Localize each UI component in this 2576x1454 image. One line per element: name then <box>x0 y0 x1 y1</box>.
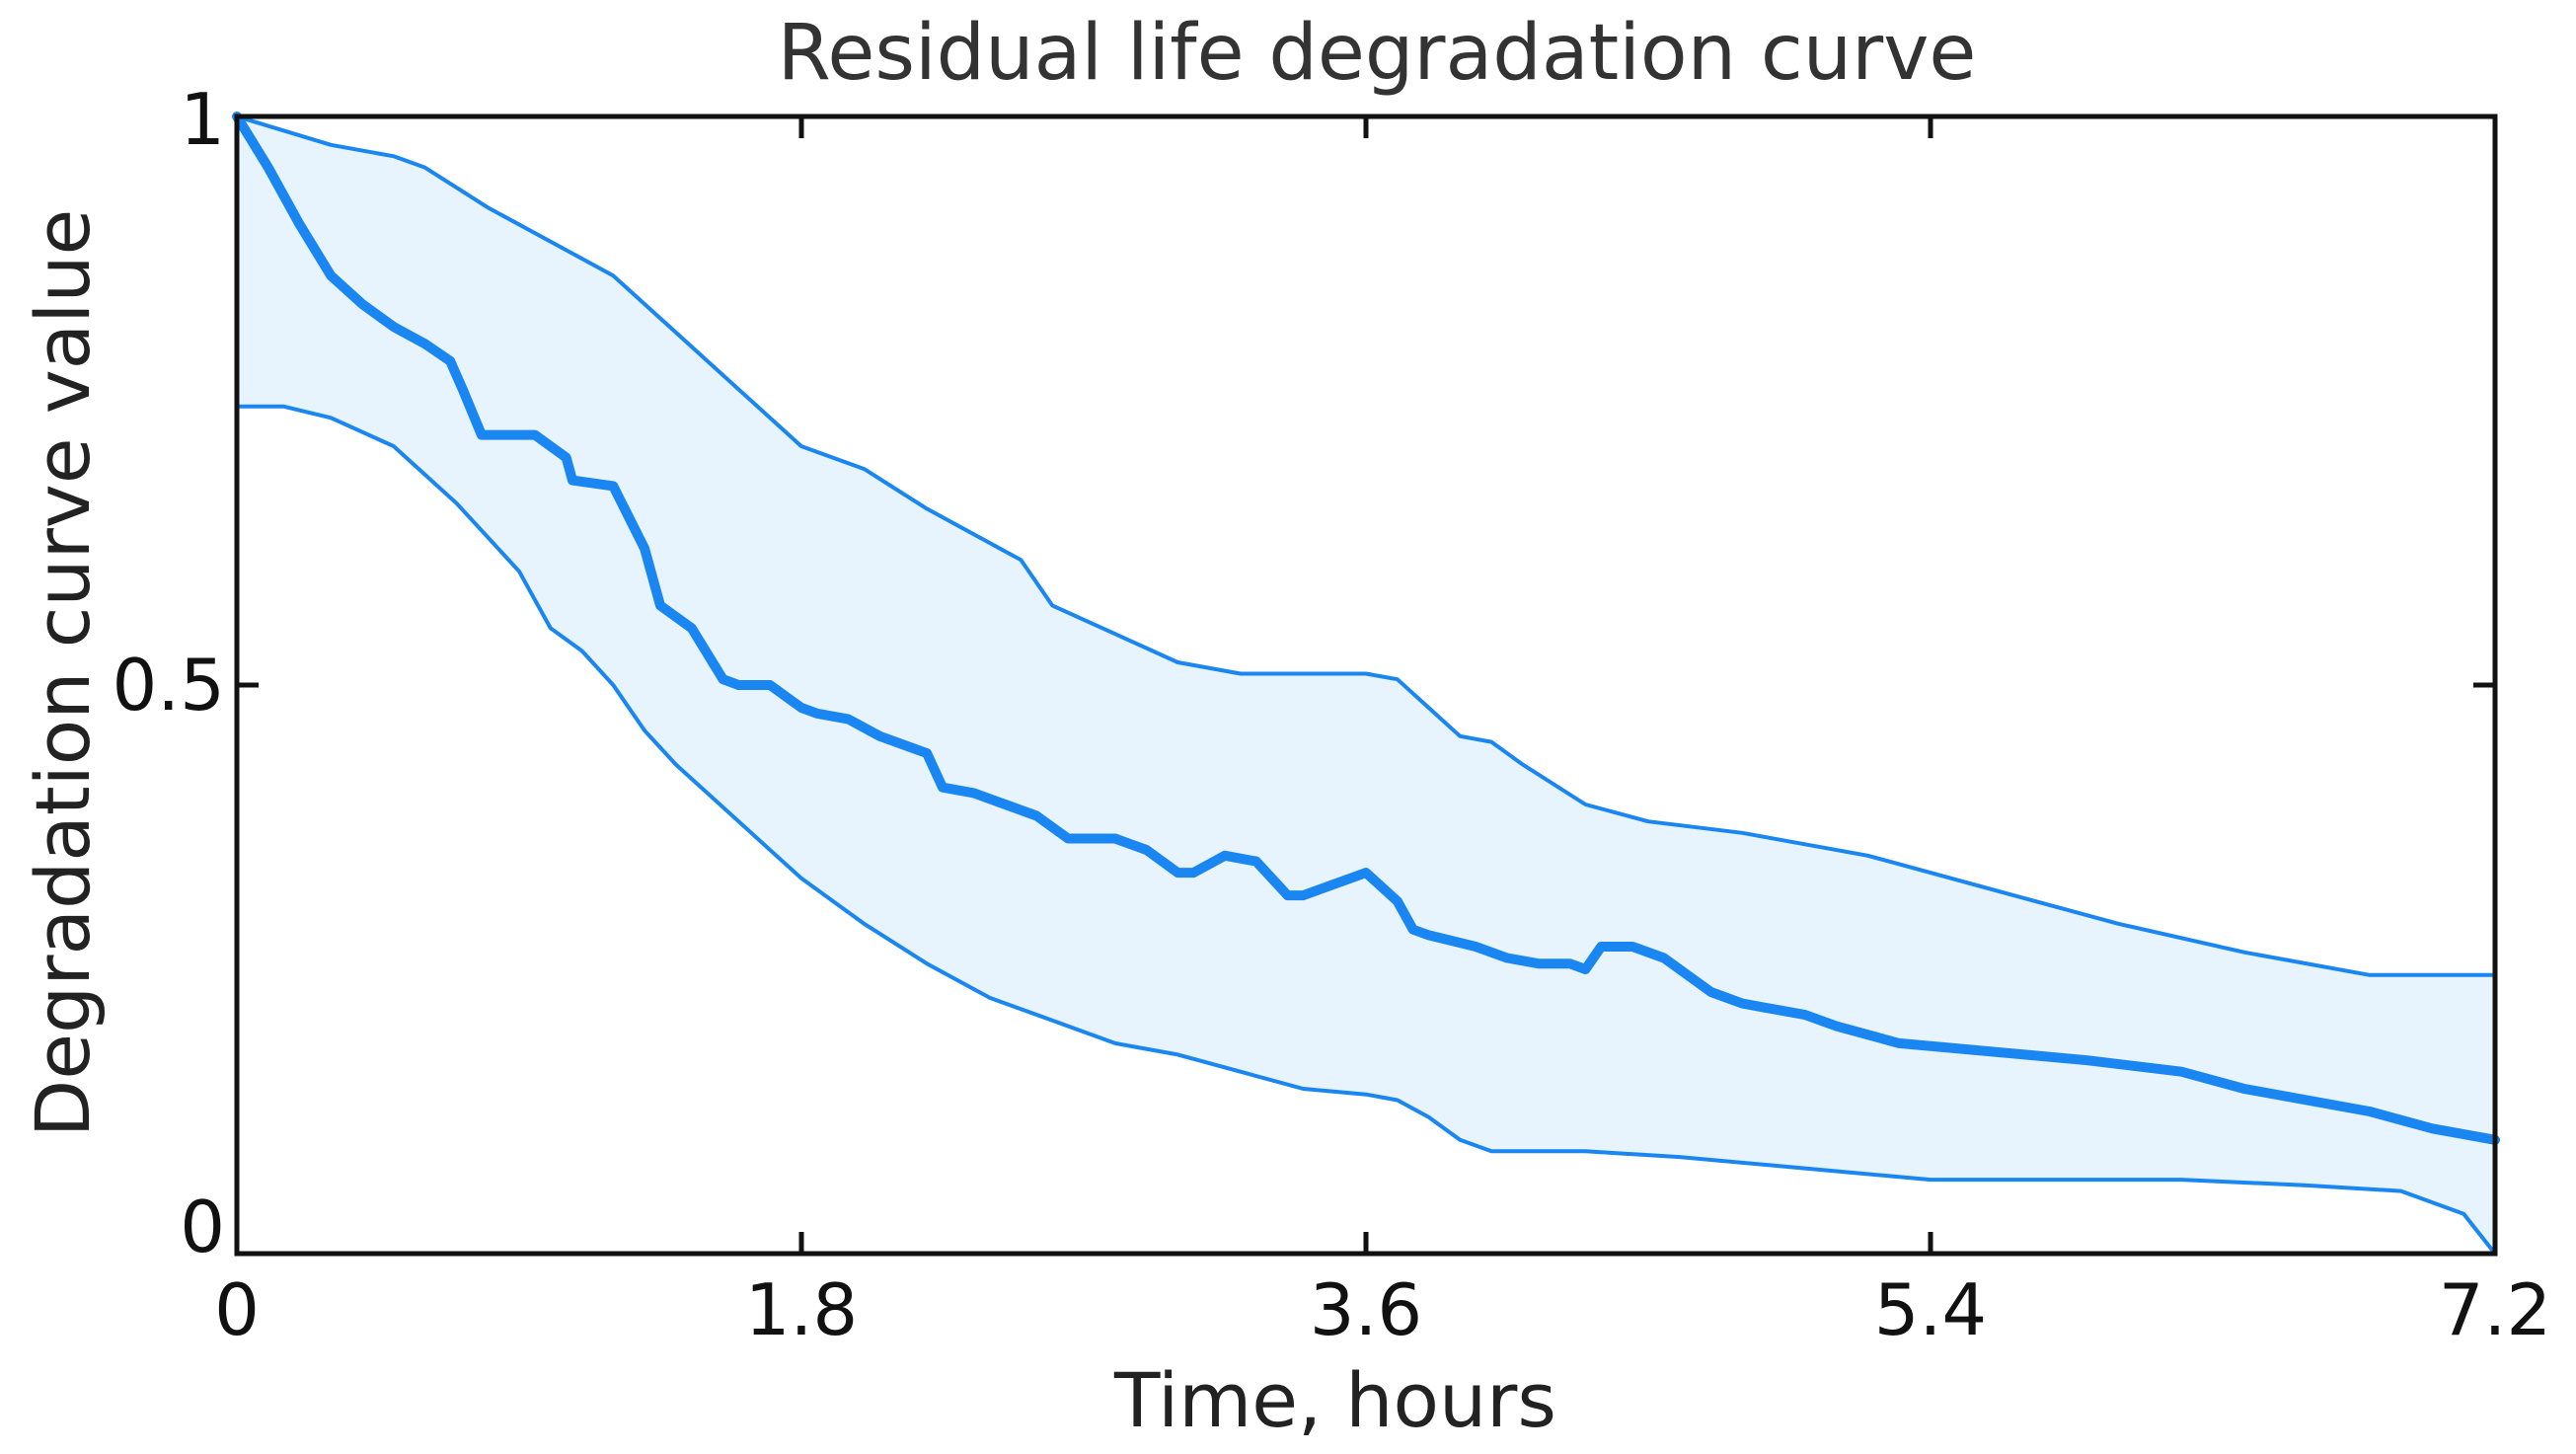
x-axis-label: Time, hours <box>1113 1356 1556 1444</box>
series-line-upper-bound <box>236 115 2495 977</box>
x-tick-label-4: 7.2 <box>2439 1268 2552 1351</box>
series-line-mean-degradation <box>232 112 2500 1145</box>
x-tick-label-2: 3.6 <box>1310 1268 1423 1351</box>
x-tick-label-1: 1.8 <box>745 1268 859 1351</box>
y-tick-label-0: 0 <box>180 1186 225 1268</box>
chart-title: Residual life degradation curve <box>778 9 1977 98</box>
y-axis-label: Degradation curve value <box>19 209 107 1138</box>
y-tick-label-1: 0.5 <box>112 644 225 727</box>
confidence-band <box>237 116 2495 1254</box>
x-tick-label-0: 0 <box>214 1268 260 1351</box>
y-tick-label-2: 1 <box>180 78 225 161</box>
x-tick-label-3: 5.4 <box>1874 1268 1988 1351</box>
tick-labels: 0 1.8 3.6 5.4 7.2 0 0.5 1 <box>112 78 2551 1351</box>
series-line-lower-bound <box>237 404 2497 1256</box>
plot-area <box>232 112 2500 1256</box>
plot-frame <box>234 114 2498 1257</box>
